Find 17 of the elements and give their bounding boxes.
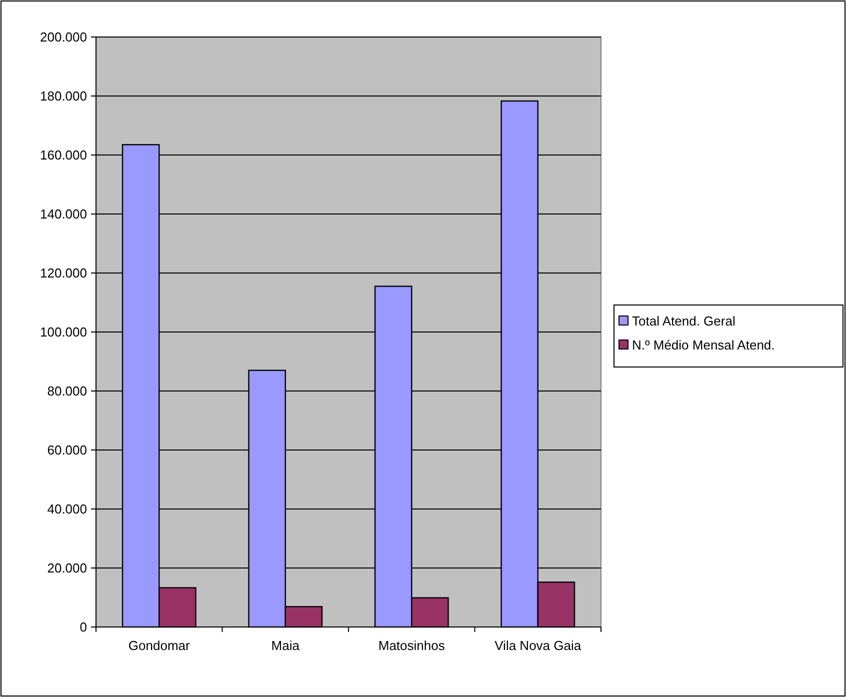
y-tick-label: 140.000 — [40, 206, 87, 222]
legend-label: Total Atend. Geral — [632, 314, 736, 329]
y-tick-label: 40.000 — [47, 502, 87, 517]
y-tick-label: 120.000 — [40, 266, 87, 281]
x-tick-label: Matosinhos — [378, 638, 446, 653]
x-tick-label: Vila Nova Gaia — [494, 638, 582, 653]
y-tick-label: 20.000 — [47, 560, 87, 576]
x-tick-label: Maia — [271, 638, 300, 653]
y-tick-label: 100.000 — [40, 324, 87, 340]
y-tick-label: 160.000 — [40, 148, 87, 163]
y-tick-label: 80.000 — [47, 384, 87, 399]
legend-label: N.º Médio Mensal Atend. — [632, 338, 775, 353]
y-tick-label: 200.000 — [40, 30, 87, 45]
y-tick-label: 180.000 — [40, 88, 87, 104]
x-tick-label: Gondomar — [128, 638, 191, 653]
y-tick-label: 0 — [80, 620, 87, 635]
y-tick-label: 60.000 — [47, 442, 87, 458]
